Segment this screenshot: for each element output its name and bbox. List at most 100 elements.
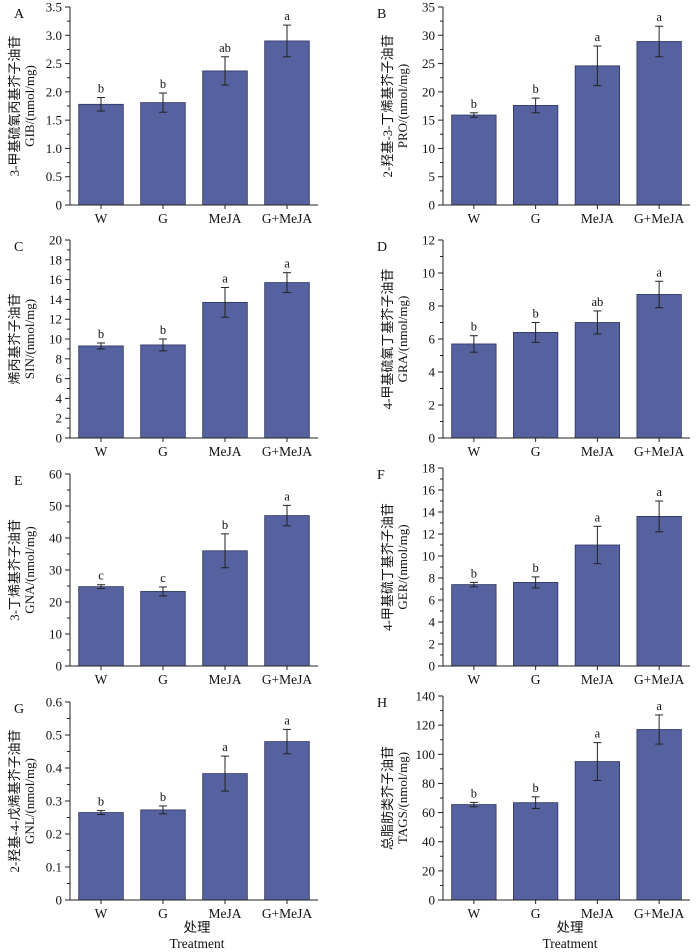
chart-panel-f: b Wb Ga MeJA a G+MeJA 0 2 4 6 8 10 12 14 16 18 F 4-甲基硫丁基芥…: [377, 461, 690, 687]
y-tick-label: 18: [49, 252, 62, 267]
bar: [574, 544, 621, 667]
y-axis-label-zh: 4-甲基硫丁基芥子油苷: [380, 503, 395, 631]
panel-letter: B: [377, 7, 386, 22]
category-label: W: [95, 906, 108, 921]
category-label: G+MeJA: [262, 211, 313, 226]
y-tick-label: 20: [422, 863, 435, 878]
y-tick-label: 30: [49, 563, 62, 578]
category-label: G+MeJA: [262, 672, 313, 687]
significance-label: a: [595, 510, 601, 524]
significance-label: a: [222, 740, 228, 754]
y-tick-label: 6: [429, 332, 436, 347]
significance-label: ab: [219, 41, 231, 55]
y-axis-label-en: GRA/(nmol/mg): [395, 296, 410, 383]
panel-letter: H: [377, 696, 387, 711]
significance-label: a: [284, 713, 290, 727]
y-axis-label-zh: 总脂肪类芥子油苷: [380, 746, 395, 850]
category-label: G: [158, 906, 168, 921]
x-caption-zh-right: 处理: [557, 920, 585, 935]
category-label: W: [95, 444, 108, 459]
significance-label: a: [656, 699, 662, 713]
category-label: G: [531, 444, 541, 459]
chart-panel-c: b Wb Ga MeJA a G+MeJA 0 2 4 6 8 10 12 14 16 18 20 C 烯丙基芥子油…: [7, 233, 318, 459]
x-caption-en-left: Treatment: [170, 936, 225, 951]
bar: [512, 802, 559, 901]
y-tick-label: 0: [56, 893, 63, 908]
bar: [574, 65, 621, 206]
significance-label: a: [656, 265, 662, 279]
y-tick-label: 0.1: [46, 860, 62, 875]
panel-letter: D: [377, 240, 387, 255]
bar: [451, 114, 497, 206]
bar: [636, 41, 682, 206]
significance-label: b: [222, 518, 228, 532]
y-tick-label: 2.0: [46, 84, 62, 99]
y-tick-label: 0: [429, 431, 436, 446]
y-tick-label: 0.5: [46, 728, 62, 743]
y-tick-label: 10: [422, 266, 435, 281]
category-label: MeJA: [581, 444, 614, 459]
y-axis-label-en: TAGS/(nmol/mg): [395, 752, 410, 844]
category-label: G: [158, 672, 168, 687]
y-tick-label: 4: [429, 365, 436, 380]
panel-letter: G: [14, 702, 24, 717]
significance-label: b: [98, 327, 104, 341]
y-tick-label: 25: [422, 56, 435, 71]
panel-letter: A: [14, 7, 25, 22]
y-tick-label: 10: [422, 549, 435, 564]
y-axis-label-en: GIB/(nmol/mg): [22, 65, 37, 147]
significance-label: b: [471, 786, 477, 800]
x-caption-zh-left: 处理: [184, 920, 211, 935]
category-label: G+MeJA: [262, 444, 313, 459]
bar: [78, 103, 124, 206]
y-tick-label: 16: [422, 483, 436, 498]
panel-letter: E: [14, 474, 23, 489]
significance-label: b: [471, 97, 477, 111]
category-label: G+MeJA: [634, 672, 685, 687]
category-label: MeJA: [209, 672, 242, 687]
y-tick-label: 0.5: [46, 169, 62, 184]
y-tick-label: 40: [422, 834, 435, 849]
bar: [140, 344, 186, 439]
bar: [264, 741, 310, 901]
category-label: W: [468, 672, 481, 687]
bar: [140, 591, 186, 667]
significance-label: c: [98, 569, 104, 583]
y-tick-label: 6: [56, 371, 63, 386]
y-axis-label-en: GNL/(nmol/mg): [22, 758, 37, 844]
y-tick-label: 2: [429, 398, 436, 413]
panel-letter: C: [14, 240, 23, 255]
significance-label: b: [533, 781, 539, 795]
panel-letter: F: [377, 468, 385, 483]
bar: [574, 761, 621, 901]
y-tick-label: 0: [429, 659, 436, 674]
bar: [512, 331, 559, 439]
y-tick-label: 10: [49, 627, 62, 642]
bar: [636, 729, 682, 901]
bar: [202, 70, 248, 206]
category-label: G+MeJA: [634, 906, 685, 921]
y-tick-label: 4: [56, 391, 63, 406]
y-tick-label: 35: [422, 0, 435, 15]
y-tick-label: 6: [429, 593, 436, 608]
significance-label: b: [98, 82, 104, 96]
chart-panel-g: b Wb Ga MeJA a G+MeJA 0 0.1 0.2 0.3 0.4 0.5 0.6 G 2-羟基…: [7, 695, 318, 921]
bar: [512, 582, 559, 667]
y-tick-label: 20: [49, 233, 62, 248]
category-label: G+MeJA: [262, 906, 313, 921]
chart-panel-h: b Wb Ga MeJA a G+MeJA 0 20 40 60 80 100 120 140 H 总脂肪类芥…: [377, 689, 690, 921]
y-tick-label: 4: [429, 615, 436, 630]
significance-label: b: [160, 77, 166, 91]
significance-label: c: [160, 571, 166, 585]
y-tick-label: 18: [422, 461, 435, 476]
y-tick-label: 120: [416, 718, 436, 733]
y-tick-label: 0: [56, 659, 63, 674]
bar: [636, 294, 682, 439]
y-tick-label: 0.4: [46, 761, 63, 776]
bar: [451, 584, 497, 667]
category-label: G: [531, 672, 541, 687]
significance-label: b: [98, 795, 104, 809]
y-tick-label: 8: [429, 571, 436, 586]
y-tick-label: 60: [422, 805, 435, 820]
y-tick-label: 8: [56, 351, 63, 366]
